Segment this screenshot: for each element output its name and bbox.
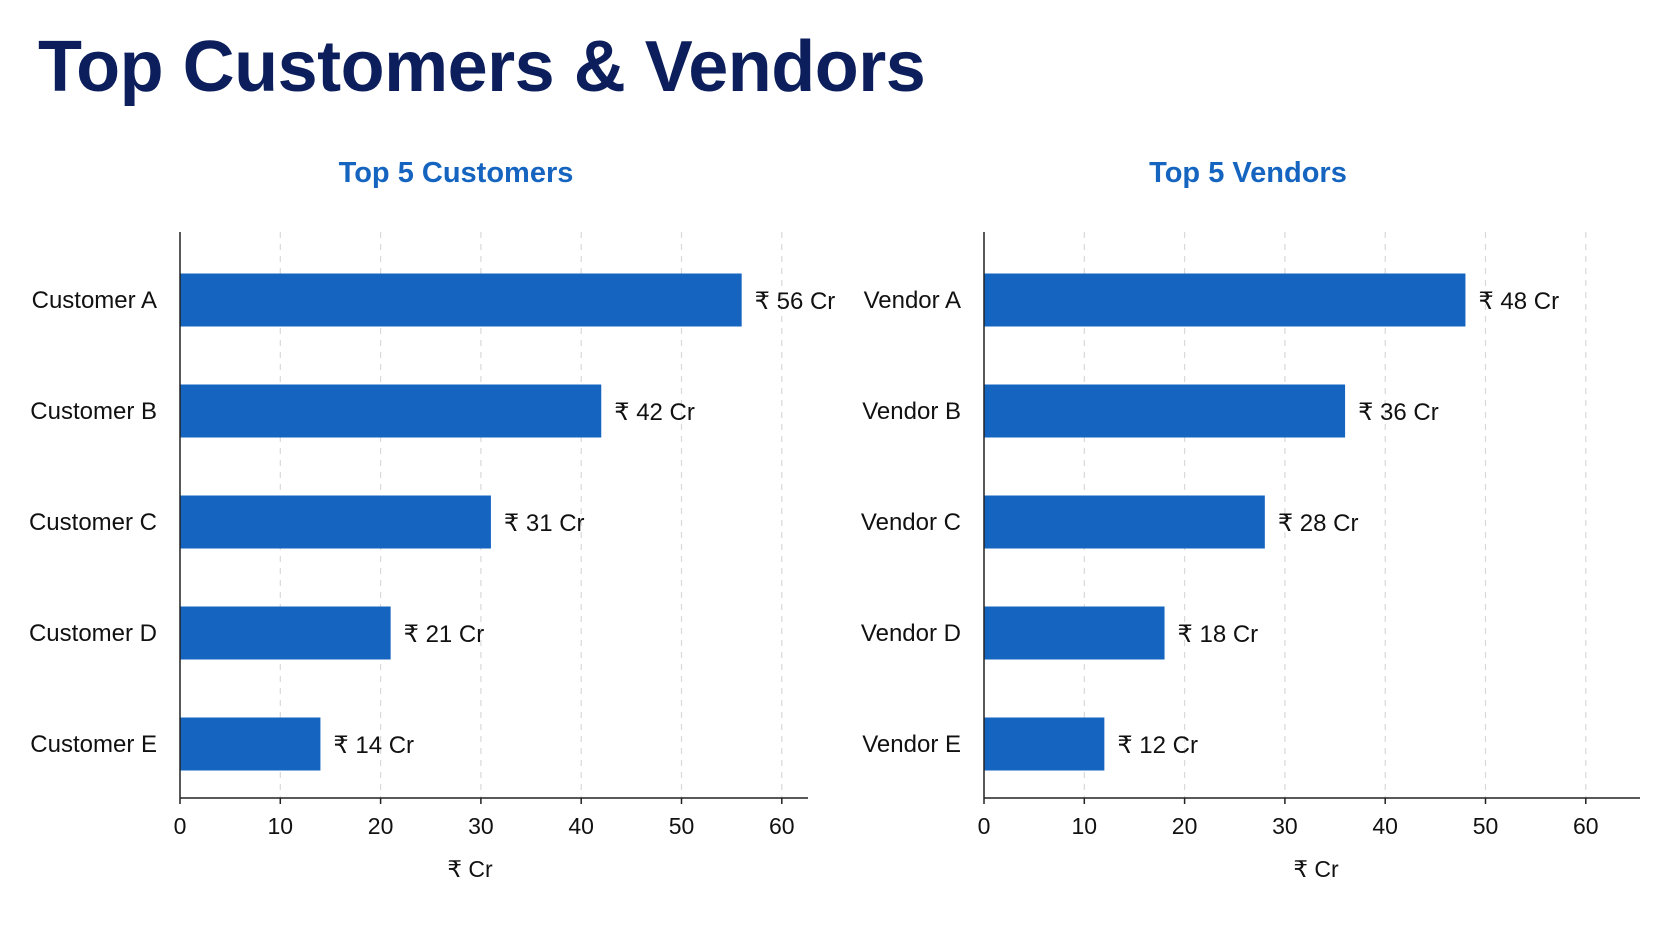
vendors-category-label: Vendor C — [861, 509, 961, 536]
customers-bar — [180, 495, 491, 549]
vendors-chart-title: Top 5 Vendors — [1149, 157, 1347, 189]
customers-data-label: ₹ 14 Cr — [333, 732, 414, 759]
customers-category-label: Customer B — [30, 398, 157, 425]
customers-bar — [180, 384, 602, 438]
customers-category-label: Customer E — [30, 731, 157, 758]
customers-x-tick-label: 20 — [368, 813, 394, 839]
customers-category-label: Customer C — [29, 509, 157, 536]
vendors-x-tick-label: 50 — [1473, 813, 1499, 839]
customers-category-label: Customer A — [32, 287, 157, 314]
customers-x-tick-label: 10 — [268, 813, 294, 839]
vendors-data-label: ₹ 28 Cr — [1278, 510, 1359, 537]
vendors-bar — [984, 384, 1346, 438]
vendors-category-label: Vendor A — [864, 287, 961, 314]
customers-data-label: ₹ 31 Cr — [504, 510, 585, 537]
customers-data-label: ₹ 56 Cr — [755, 288, 836, 315]
vendors-category-label: Vendor B — [862, 398, 961, 425]
vendors-x-tick-label: 60 — [1573, 813, 1599, 839]
vendors-data-label: ₹ 36 Cr — [1358, 399, 1439, 426]
customers-x-tick-label: 40 — [568, 813, 594, 839]
customers-chart-title: Top 5 Customers — [339, 157, 574, 189]
vendors-x-tick-label: 20 — [1172, 813, 1198, 839]
customers-x-tick-label: 60 — [769, 813, 795, 839]
customers-bar — [180, 717, 321, 771]
vendors-bar — [984, 495, 1265, 549]
vendors-x-axis-label: ₹ Cr — [1293, 856, 1339, 882]
customers-bar — [180, 606, 391, 660]
vendors-data-label: ₹ 12 Cr — [1117, 732, 1198, 759]
vendors-x-tick-label: 10 — [1072, 813, 1098, 839]
vendors-x-tick-label: 0 — [978, 813, 991, 839]
customers-data-label: ₹ 21 Cr — [404, 621, 485, 648]
customers-x-tick-label: 0 — [174, 813, 187, 839]
customers-x-tick-label: 30 — [468, 813, 494, 839]
customers-category-label: Customer D — [29, 620, 157, 647]
vendors-bar — [984, 717, 1105, 771]
customers-bar — [180, 273, 742, 327]
vendors-category-label: Vendor E — [862, 731, 961, 758]
page-title: Top Customers & Vendors — [38, 27, 926, 107]
vendors-bar — [984, 606, 1165, 660]
vendors-data-label: ₹ 18 Cr — [1178, 621, 1259, 648]
vendors-x-tick-label: 30 — [1272, 813, 1298, 839]
customers-x-tick-label: 50 — [669, 813, 695, 839]
vendors-x-tick-label: 40 — [1372, 813, 1398, 839]
vendors-data-label: ₹ 48 Cr — [1478, 288, 1559, 315]
vendors-category-label: Vendor D — [861, 620, 961, 647]
customers-data-label: ₹ 42 Cr — [614, 399, 695, 426]
vendors-bar — [984, 273, 1466, 327]
customers-x-axis-label: ₹ Cr — [447, 856, 493, 882]
